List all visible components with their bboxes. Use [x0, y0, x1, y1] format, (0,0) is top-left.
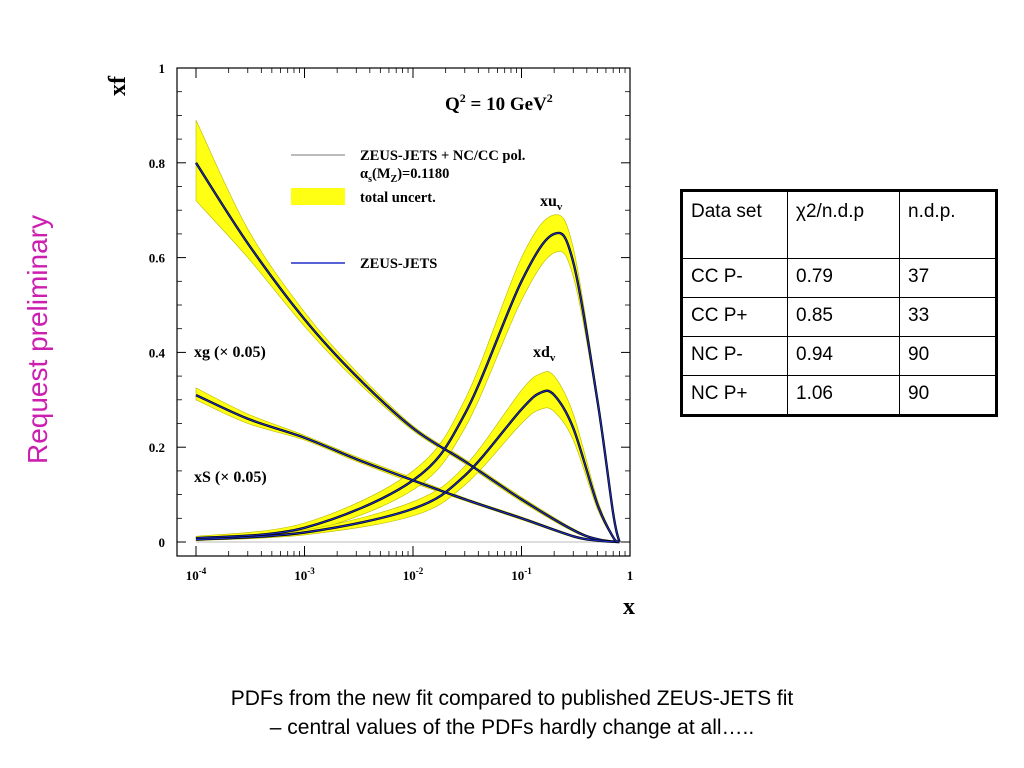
y-tick-label: 1 [159, 61, 166, 76]
x-tick-label: 10-2 [403, 566, 424, 583]
header-ndp: n.d.p. [899, 190, 997, 259]
reference-curve-1 [195, 394, 620, 543]
annotation-xg: xg (× 0.05) [194, 344, 266, 361]
table-header-row: Data set χ2/n.d.p n.d.p. [681, 190, 997, 259]
results-table: Data set χ2/n.d.p n.d.p. CC P- 0.79 37 C… [680, 189, 998, 417]
table-cell: NC P+ [681, 375, 788, 416]
table-cell: 0.79 [787, 258, 900, 298]
annotation-xdv: xdv [533, 344, 556, 364]
annotation-xuv: xuv [540, 193, 563, 213]
table-cell: 33 [899, 297, 997, 337]
reference-curve-3 [195, 390, 620, 543]
legend-label-uncert: total uncert. [360, 190, 436, 206]
table-cell: CC P+ [681, 297, 788, 337]
table-row: CC P+ 0.85 33 [681, 297, 997, 337]
legend-label-zeus: ZEUS-JETS [360, 256, 437, 272]
legend-label-alpha: αs(MZ)=0.1180 [360, 166, 449, 185]
chart-title: Q2 = 10 GeV2 [445, 91, 553, 115]
table-cell: CC P- [681, 258, 788, 298]
header-chi2: χ2/n.d.p [787, 190, 900, 259]
table-cell: 1.06 [787, 375, 900, 416]
table-cell: 90 [899, 375, 997, 416]
table-row: CC P- 0.79 37 [681, 258, 997, 298]
y-tick-label: 0 [159, 535, 166, 550]
table-cell: 0.94 [787, 336, 900, 376]
y-tick-label: 0.6 [149, 251, 166, 266]
x-tick-label: 1 [627, 568, 634, 583]
x-axis-label: x [623, 594, 635, 620]
table-row: NC P- 0.94 90 [681, 336, 997, 376]
x-tick-label: 10-3 [294, 566, 315, 583]
caption-line-1: PDFs from the new fit compared to publis… [230, 687, 794, 710]
series-curves [194, 162, 630, 544]
header-data-set: Data set [681, 190, 788, 259]
caption: PDFs from the new fit compared to publis… [120, 684, 904, 742]
legend: ZEUS-JETS + NC/CC pol. αs(MZ)=0.1180 tot… [291, 148, 525, 272]
legend-label-fit: ZEUS-JETS + NC/CC pol. [360, 148, 525, 164]
y-tick-label: 0.8 [149, 156, 166, 171]
table-cell: NC P- [681, 336, 788, 376]
table-cell: 0.85 [787, 297, 900, 337]
x-tick-label: 10-1 [511, 566, 532, 583]
reference-curve-2 [195, 232, 621, 543]
annotation-xs: xS (× 0.05) [194, 469, 267, 486]
table-cell: 90 [899, 336, 997, 376]
caption-line-2: – central values of the PDFs hardly chan… [269, 716, 755, 739]
x-tick-label: 10-4 [186, 566, 207, 583]
chart-axes [176, 67, 631, 557]
y-tick-label: 0.2 [149, 440, 165, 455]
table-row: NC P+ 1.06 90 [681, 375, 997, 416]
y-axis-label: xf [105, 75, 131, 96]
y-tick-label: 0.4 [149, 345, 166, 360]
plot-frame [176, 67, 631, 557]
table-cell: 37 [899, 258, 997, 298]
axis-ticks: 0 0.2 0.4 0.6 0.8 1 10-4 10-3 10-2 10-1 1 [149, 61, 634, 583]
legend-band-swatch [291, 188, 345, 205]
